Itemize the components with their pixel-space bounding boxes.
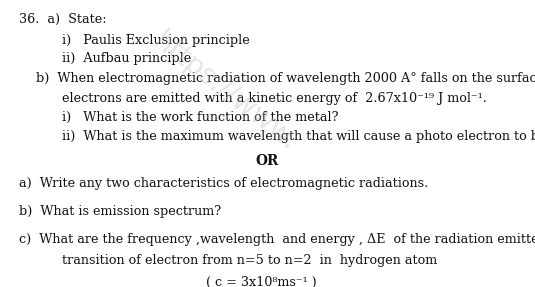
Text: https://www.: https://www. (148, 27, 302, 156)
Text: ii)  Aufbau principle: ii) Aufbau principle (62, 52, 191, 65)
Text: 36.  a)  State:: 36. a) State: (19, 13, 106, 26)
Text: b)  When electromagnetic radiation of wavelength 2000 A° falls on the surface of: b) When electromagnetic radiation of wav… (36, 72, 535, 85)
Text: ii)  What is the maximum wavelength that will cause a photo electron to be emitt: ii) What is the maximum wavelength that … (62, 130, 535, 143)
Text: a)  Write any two characteristics of electromagnetic radiations.: a) Write any two characteristics of elec… (19, 177, 428, 190)
Text: i)   What is the work function of the metal?: i) What is the work function of the meta… (62, 111, 338, 124)
Text: i)   Paulis Exclusion principle: i) Paulis Exclusion principle (62, 34, 249, 47)
Text: ( c = 3x10⁸ms⁻¹ ): ( c = 3x10⁸ms⁻¹ ) (206, 276, 317, 287)
Text: electrons are emitted with a kinetic energy of  2.67x10⁻¹⁹ J mol⁻¹.: electrons are emitted with a kinetic ene… (62, 92, 486, 105)
Text: b)  What is emission spectrum?: b) What is emission spectrum? (19, 205, 221, 218)
Text: OR: OR (256, 154, 279, 168)
Text: transition of electron from n=5 to n=2  in  hydrogen atom: transition of electron from n=5 to n=2 i… (62, 254, 437, 267)
Text: c)  What are the frequency ,wavelength  and energy , ΔE  of the radiation emitte: c) What are the frequency ,wavelength an… (19, 233, 535, 246)
